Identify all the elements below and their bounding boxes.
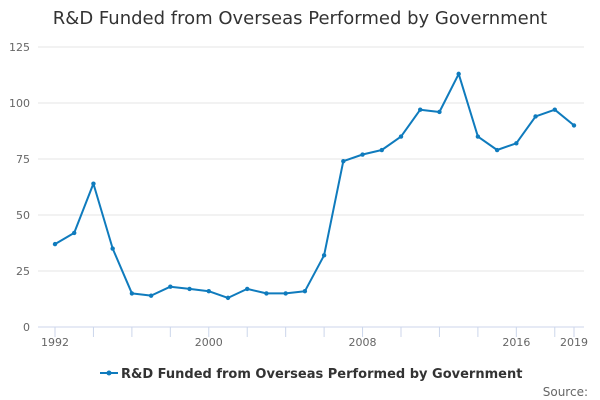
gridlines [38,46,584,272]
data-point [283,291,288,296]
data-point [91,181,96,186]
x-tick-label: 2000 [195,336,223,349]
data-point [418,107,423,112]
data-point [379,147,384,153]
legend[interactable]: R&D Funded from Overseas Performed by Go… [100,367,522,382]
data-point [494,147,500,153]
data-point [321,253,327,258]
data-point [110,246,115,251]
x-tick-label: 2008 [349,336,377,349]
legend-label: R&D Funded from Overseas Performed by Go… [121,367,522,382]
data-point [225,295,231,301]
data-point [360,152,365,157]
data-point [52,241,58,247]
data-point [206,288,211,294]
series-line [54,72,575,299]
data-point [245,286,250,292]
x-tick-label: 2019 [560,336,588,349]
data-point [514,141,519,146]
data-point [148,293,154,298]
data-point [187,286,192,292]
data-point [437,109,442,115]
data-point [475,134,481,139]
y-tick-label: 0 [23,321,30,334]
data-point [129,291,135,296]
data-point [264,291,269,296]
y-axis-ticks: 0 25 50 75 100 125 [9,41,30,334]
data-point [571,123,577,128]
source-label: Source: [543,385,588,399]
x-axis: 1992 2000 2008 2016 2019 [38,326,588,349]
data-point [456,71,461,77]
data-point [168,284,173,289]
x-tick-label: 2016 [502,336,530,349]
y-tick-label: 25 [16,265,30,278]
x-tick-label: 1992 [41,336,69,349]
legend-marker [106,370,112,376]
series-line-group [52,71,577,301]
data-point [341,159,346,164]
data-point [533,114,538,119]
data-point [302,288,308,294]
y-tick-label: 50 [16,209,30,222]
data-point [72,230,77,236]
data-point [552,107,557,112]
y-tick-label: 125 [9,41,30,54]
y-tick-label: 100 [9,97,30,110]
chart-title: R&D Funded from Overseas Performed by Go… [53,8,547,29]
y-tick-label: 75 [16,153,30,166]
data-point [398,134,404,139]
